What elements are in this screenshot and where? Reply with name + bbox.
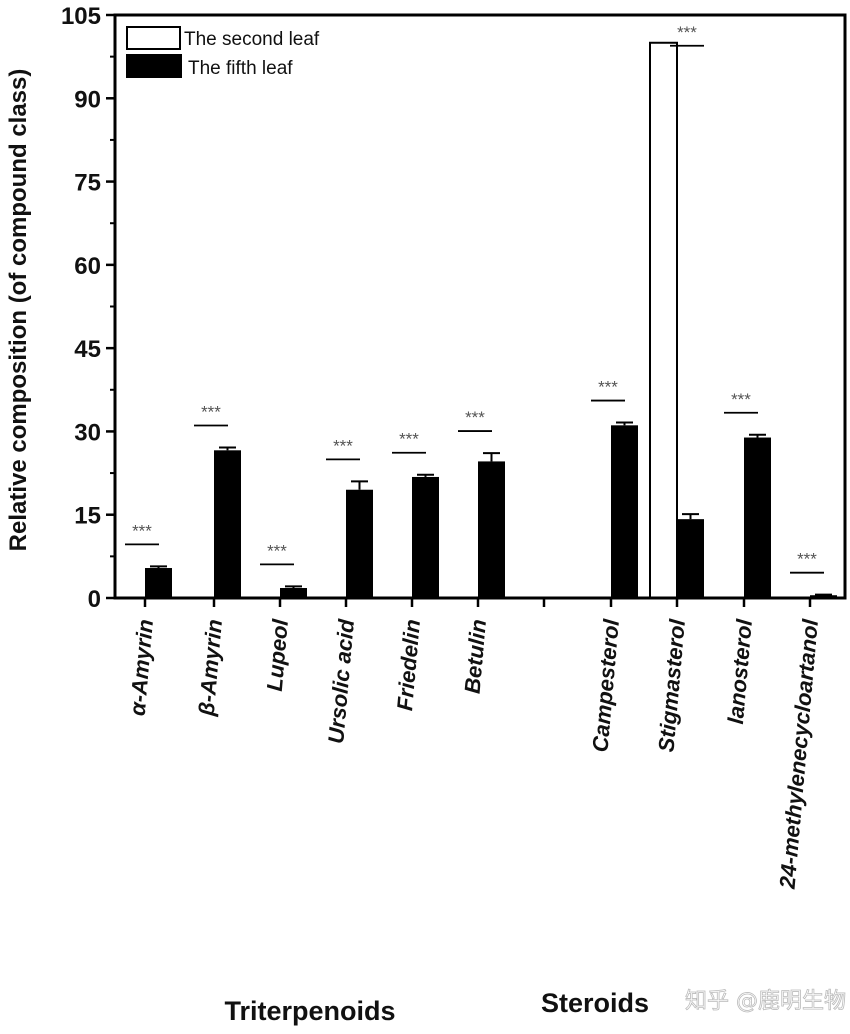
x-tick-label: Friedelin xyxy=(392,618,425,712)
bar-fifth-leaf xyxy=(744,437,771,598)
bar-fifth-leaf xyxy=(214,450,241,598)
x-tick-label: α-Amyrin xyxy=(125,618,158,717)
significance-label: *** xyxy=(132,521,152,540)
bar-fifth-leaf xyxy=(611,425,638,598)
bar-fifth-leaf xyxy=(145,568,172,598)
x-tick-label: Lupeol xyxy=(262,617,293,692)
significance-label: *** xyxy=(399,430,419,449)
legend-label-fifth-leaf: The fifth leaf xyxy=(188,58,293,79)
significance-label: *** xyxy=(201,403,221,422)
bar-fifth-leaf xyxy=(412,476,439,598)
legend-swatch-second-leaf xyxy=(126,26,181,50)
y-tick-label: 45 xyxy=(74,336,101,363)
y-tick-label: 60 xyxy=(74,253,101,280)
y-tick-label: 105 xyxy=(61,3,101,30)
y-tick-label: 15 xyxy=(74,503,101,530)
x-tick-label: Ursolic acid xyxy=(323,618,359,745)
x-tick-label: Campesterol xyxy=(587,617,624,753)
significance-label: *** xyxy=(598,378,618,397)
significance-label: *** xyxy=(465,408,485,427)
y-tick-label: 0 xyxy=(88,586,101,613)
x-tick-label: β-Amyrin xyxy=(194,618,227,718)
bar-fifth-leaf xyxy=(346,489,373,598)
significance-label: *** xyxy=(731,390,751,409)
y-axis-label: Relative composition (of compound class) xyxy=(5,69,32,552)
legend-label-second-leaf: The second leaf xyxy=(184,29,320,50)
bar-fifth-leaf xyxy=(478,461,505,598)
significance-label: *** xyxy=(677,23,697,42)
significance-label: *** xyxy=(797,550,817,569)
x-tick-label: lanosterol xyxy=(723,617,757,725)
legend: The second leaf The fifth leaf xyxy=(126,26,320,79)
watermark: 知乎 @鹿明生物 xyxy=(685,989,846,1014)
y-tick-label: 30 xyxy=(74,419,101,446)
x-tick-label: Stigmasterol xyxy=(653,617,690,753)
bar-second-leaf xyxy=(649,41,678,600)
bar-fifth-leaf xyxy=(677,519,704,598)
group-label-steroids: Steroids xyxy=(541,988,649,1018)
group-label-triterpenoids: Triterpenoids xyxy=(224,996,395,1026)
plot-frame xyxy=(113,13,847,600)
significance-label: *** xyxy=(267,541,287,560)
x-tick-label: Betulin xyxy=(460,618,491,694)
y-tick-label: 90 xyxy=(74,86,101,113)
legend-swatch-fifth-leaf xyxy=(126,54,182,78)
y-tick-label: 75 xyxy=(74,170,101,197)
significance-label: *** xyxy=(333,436,353,455)
x-tick-label: 24-methylenecycloartanol xyxy=(774,617,823,890)
bar-fifth-leaf xyxy=(280,588,307,598)
